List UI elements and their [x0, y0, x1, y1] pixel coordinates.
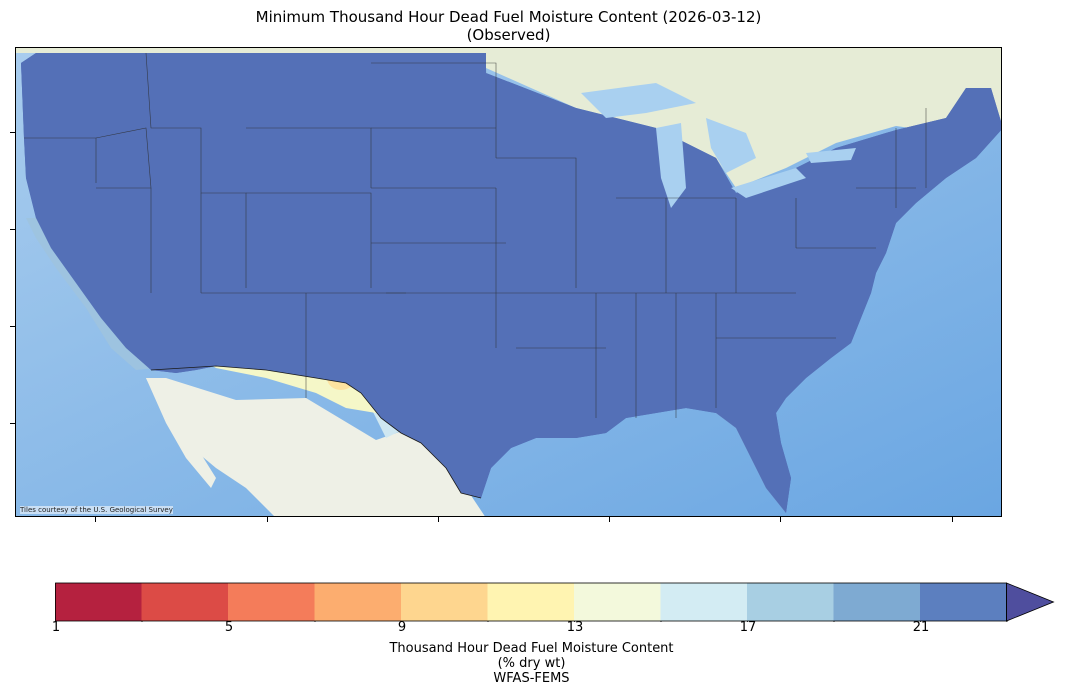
map-attribution: Tiles courtesy of the U.S. Geological Su… [20, 506, 173, 514]
baja-land [146, 378, 216, 488]
x-tick [267, 517, 268, 522]
fuel-moisture-map [16, 48, 1001, 516]
colorbar-segment [141, 583, 229, 621]
y-tick [10, 423, 15, 424]
x-tick [952, 517, 953, 522]
colorbar-tick-label: 9 [397, 620, 407, 635]
colorbar-segment [401, 583, 488, 621]
title-line-2: (Observed) [466, 26, 551, 44]
colorbar-tick-label: 21 [912, 620, 930, 635]
colorbar-extend-arrow [1006, 582, 1055, 622]
x-tick [609, 517, 610, 522]
y-tick [10, 326, 15, 327]
x-tick [95, 517, 96, 522]
lake-erie [731, 168, 806, 198]
colorbar-segment [55, 583, 142, 621]
colorbar-label-line-1: Thousand Hour Dead Fuel Moisture Content [389, 641, 674, 656]
canada-land [16, 48, 1001, 188]
lake-huron [706, 118, 756, 173]
y-tick [10, 132, 15, 133]
colorbar-outline [55, 582, 1007, 622]
chart-title: Minimum Thousand Hour Dead Fuel Moisture… [0, 8, 1017, 44]
us-mexico-border [150, 365, 482, 499]
colorbar-segment [920, 583, 1007, 621]
colorbar-label-line-2: (% dry wt) [497, 656, 566, 671]
mexico-land [146, 378, 485, 516]
title-line-1: Minimum Thousand Hour Dead Fuel Moisture… [255, 8, 762, 26]
map-panel[interactable]: Tiles courtesy of the U.S. Geological Su… [15, 47, 1002, 517]
x-tick [438, 517, 439, 522]
colorbar-segment [487, 583, 575, 621]
colorbar-label-line-3: WFAS-FEMS [493, 671, 570, 686]
lake-ontario [806, 148, 856, 163]
colorbar-segment [228, 583, 315, 621]
colorbar-segment [314, 583, 402, 621]
lake-michigan [656, 123, 686, 208]
colorbar-tick-label: 13 [566, 620, 584, 635]
colorbar-tick-label: 5 [224, 620, 234, 635]
colorbar [55, 582, 1055, 622]
state-boundaries [24, 52, 927, 418]
colorbar-tick-label: 17 [739, 620, 757, 635]
colorbar-segment [660, 583, 748, 621]
lake-superior [581, 83, 696, 118]
colorbar-segment [574, 583, 661, 621]
y-tick [10, 229, 15, 230]
colorbar-segment [747, 583, 834, 621]
colorbar-segment [833, 583, 921, 621]
x-tick [780, 517, 781, 522]
colorbar-tick-label: 1 [51, 620, 61, 635]
